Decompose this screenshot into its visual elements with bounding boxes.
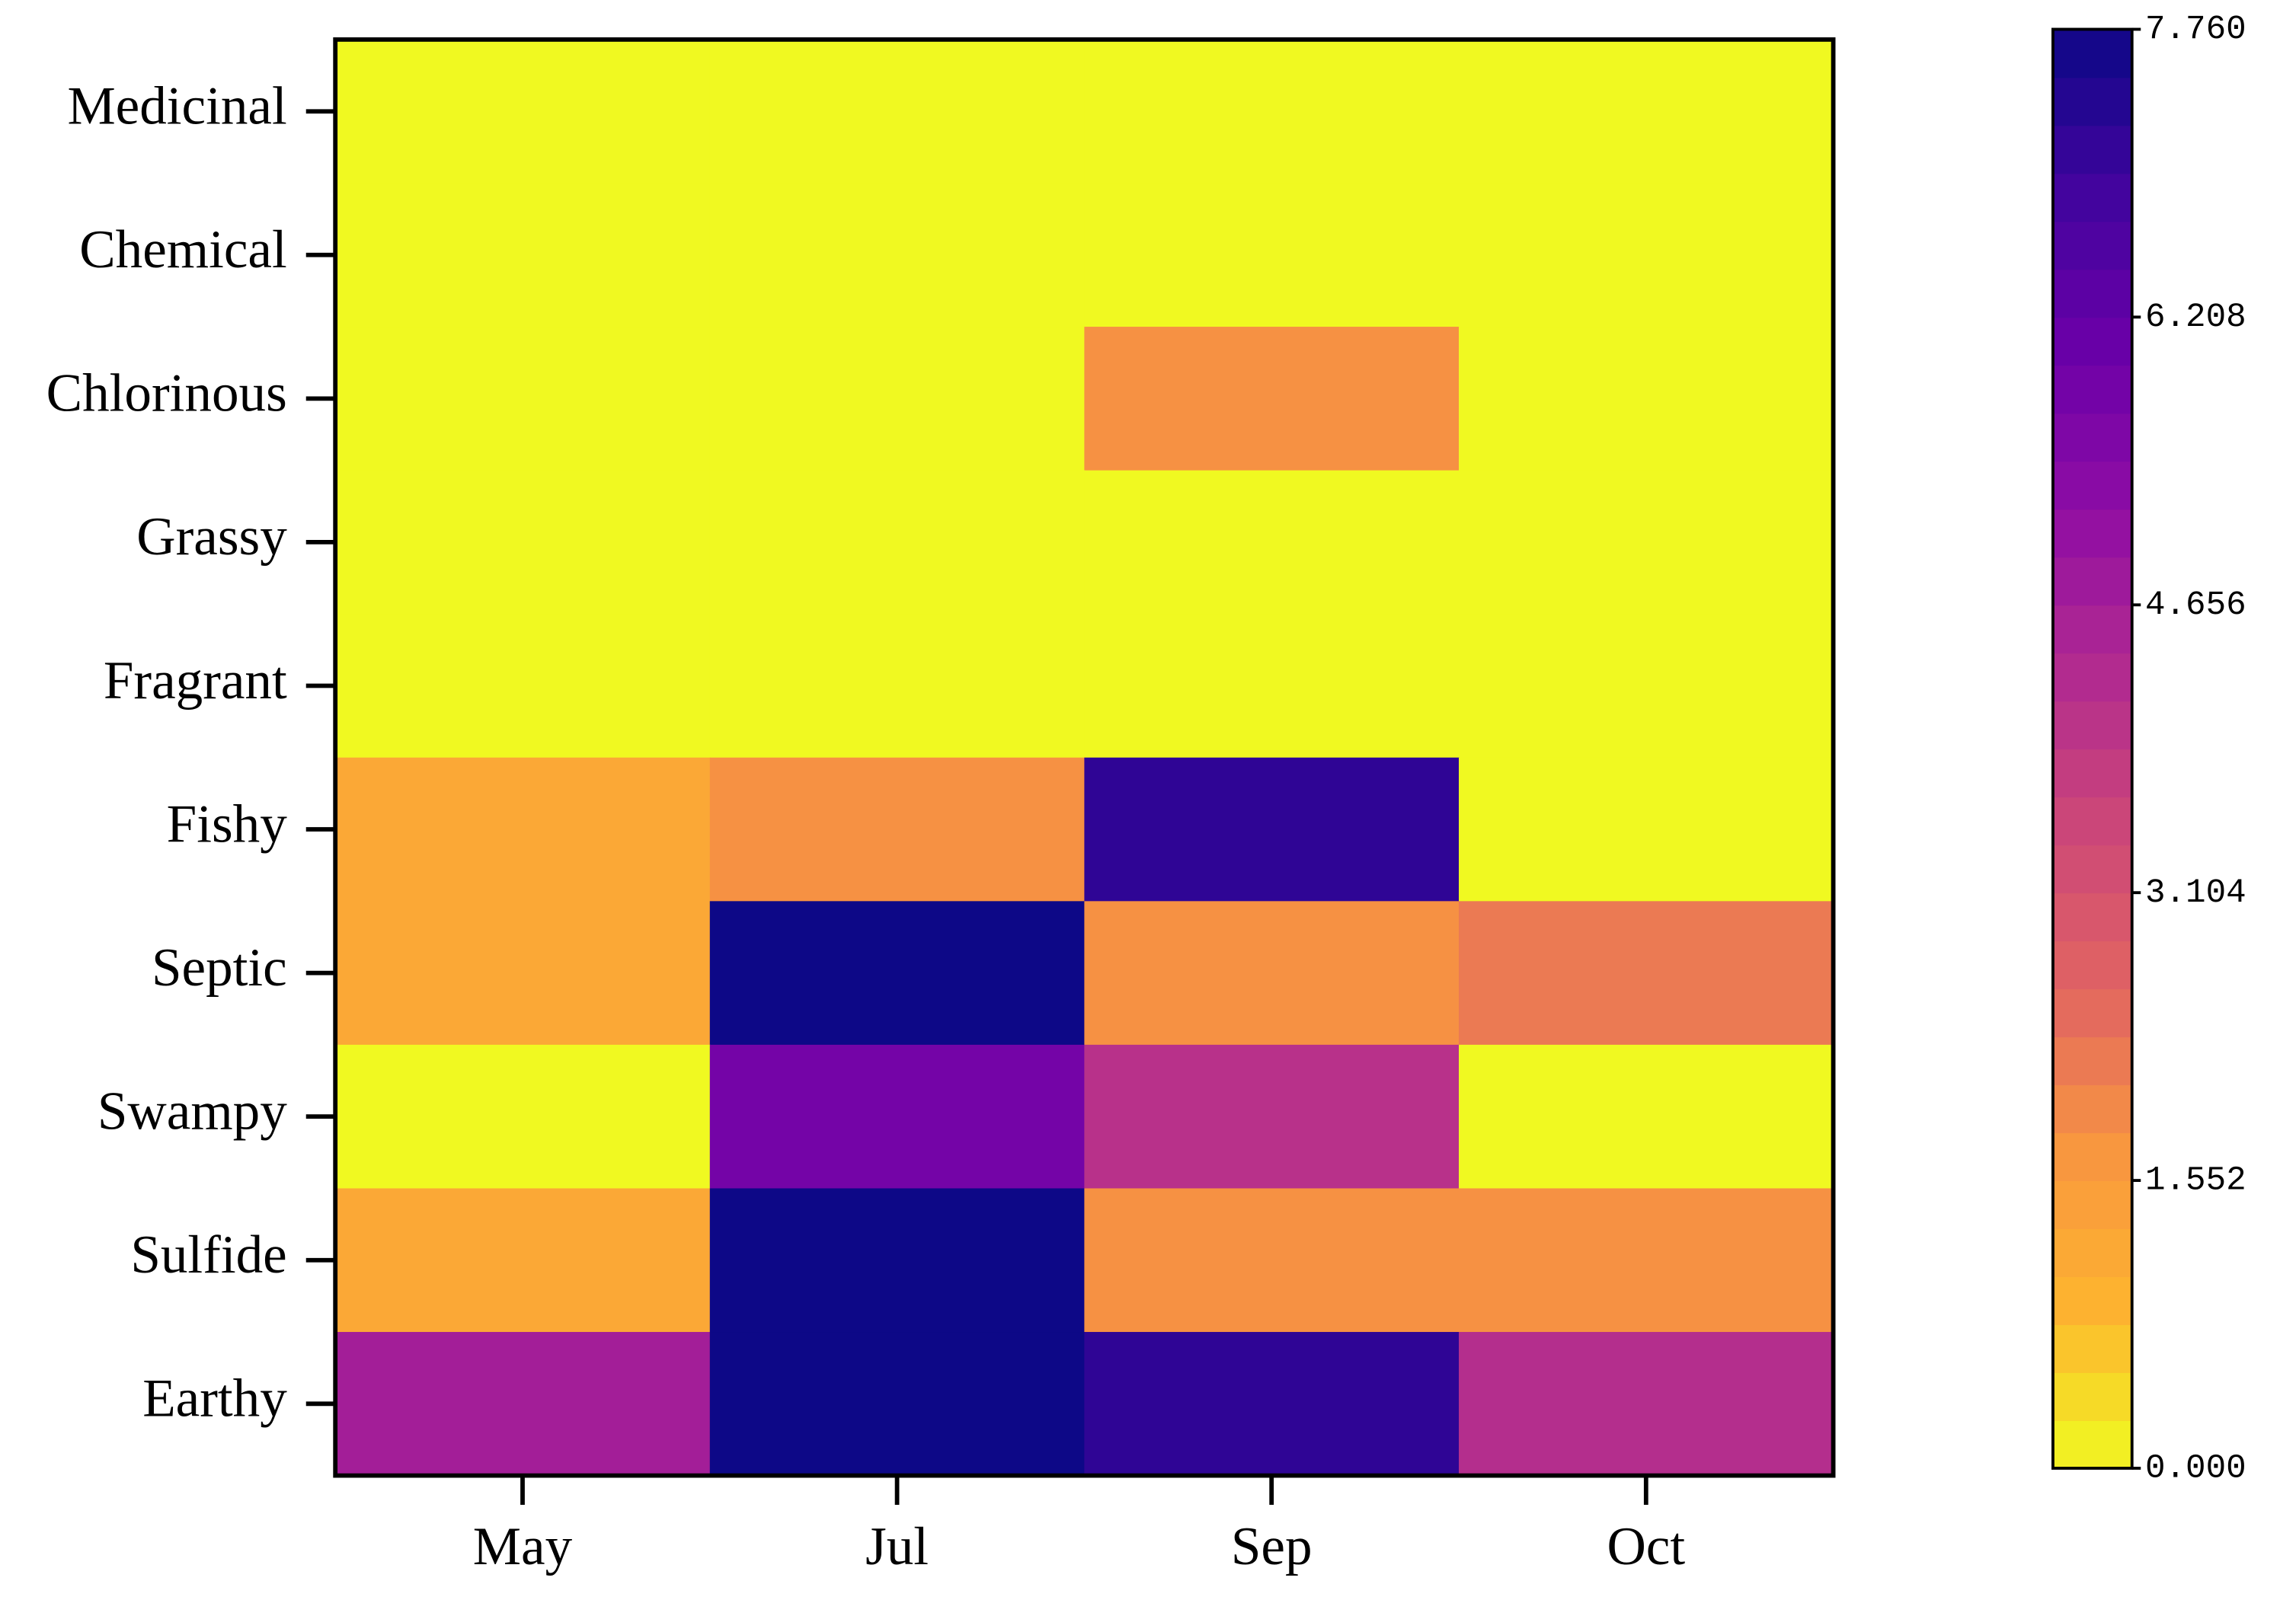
heat-cell <box>1458 1332 1834 1477</box>
colorbar-band <box>2052 1132 2132 1182</box>
colorbar-tick-label: 6.208 <box>2145 299 2246 337</box>
colorbar-band <box>2052 605 2132 654</box>
heat-cell <box>1458 757 1834 902</box>
y-tick-label: Sulfide <box>130 1225 286 1285</box>
heat-cell <box>1084 757 1460 902</box>
y-tick-label: Chemical <box>79 220 287 279</box>
x-tick-label: May <box>473 1517 573 1576</box>
colorbar-band <box>2052 797 2132 846</box>
heat-cell <box>1458 1188 1834 1333</box>
x-tick-label: Sep <box>1231 1517 1313 1576</box>
y-tick-label: Septic <box>152 938 287 998</box>
colorbar-band <box>2052 701 2132 750</box>
colorbar-tick-label: 1.552 <box>2145 1162 2246 1200</box>
colorbar-band <box>2052 29 2132 78</box>
heat-cell <box>1458 1044 1834 1190</box>
colorbar-band <box>2052 77 2132 126</box>
heat-cell <box>709 1332 1086 1477</box>
heat-cell <box>1084 1332 1460 1477</box>
heat-cell <box>1084 1188 1460 1333</box>
y-tick-label: Grassy <box>136 507 287 567</box>
heat-cell <box>335 1044 711 1190</box>
heat-cell <box>1458 901 1834 1046</box>
heat-cell <box>335 757 711 902</box>
colorbar-band <box>2052 557 2132 606</box>
heat-cell <box>1084 39 1460 184</box>
heat-cell <box>335 183 711 328</box>
cells <box>335 39 1834 1477</box>
colorbar-frame <box>2051 27 2134 1470</box>
heat-cell <box>335 39 711 184</box>
y-tick-label: Medicinal <box>67 77 286 136</box>
colorbar-tick-label: 3.104 <box>2145 874 2246 912</box>
heat-cell <box>1084 327 1460 471</box>
colorbar-band <box>2052 365 2132 414</box>
heat-cell <box>709 901 1086 1046</box>
colorbar-band <box>2052 988 2132 1038</box>
heat-cell <box>709 183 1086 328</box>
colorbar-band <box>2052 413 2132 462</box>
heat-cell <box>335 327 711 471</box>
colorbar-band <box>2052 125 2132 174</box>
heat-cell <box>709 39 1086 184</box>
colorbar-band <box>2052 1228 2132 1278</box>
colorbar-tick-label: 7.760 <box>2145 11 2246 49</box>
heat-cell <box>335 1332 711 1477</box>
colorbar-band <box>2052 1420 2132 1469</box>
heat-cell <box>709 614 1086 758</box>
y-tick-label: Chlorinous <box>46 364 287 423</box>
heat-cell <box>1084 183 1460 328</box>
y-tick-label: Fishy <box>167 794 288 854</box>
colorbar-band <box>2052 1084 2132 1134</box>
heat-cell <box>335 1188 711 1333</box>
colorbar-band <box>2052 893 2132 942</box>
heat-cell <box>1458 470 1834 615</box>
x-tick-label: Oct <box>1607 1517 1685 1576</box>
colorbar-tick-label: 0.000 <box>2145 1450 2246 1488</box>
heat-cell <box>709 470 1086 615</box>
heat-cell <box>1458 327 1834 471</box>
heat-cell <box>709 757 1086 902</box>
colorbar-band <box>2052 1372 2132 1421</box>
plot-frame <box>333 37 1836 1478</box>
colorbar-band <box>2052 509 2132 558</box>
colorbar-band <box>2052 1180 2132 1230</box>
heat-cell <box>1084 614 1460 758</box>
y-tick-label: Earthy <box>142 1369 287 1429</box>
heat-cell <box>1458 183 1834 328</box>
colorbar-band <box>2052 269 2132 318</box>
heat-cell <box>335 470 711 615</box>
heat-cell <box>335 901 711 1046</box>
colorbar-band <box>2052 845 2132 894</box>
heat-cell <box>709 1188 1086 1333</box>
colorbar-band <box>2052 941 2132 990</box>
heat-cell <box>335 614 711 758</box>
colorbar-band <box>2052 221 2132 270</box>
heat-cell <box>1084 901 1460 1046</box>
heat-cell <box>1458 614 1834 758</box>
colorbar-band <box>2052 173 2132 222</box>
heat-cell <box>1084 1044 1460 1190</box>
heat-cell <box>709 1044 1086 1190</box>
colorbar-band <box>2052 1276 2132 1325</box>
colorbar-band <box>2052 1036 2132 1086</box>
x-tick-label: Jul <box>865 1517 929 1576</box>
heat-cell <box>1458 39 1834 184</box>
y-tick-label: Fragrant <box>104 651 287 711</box>
colorbar-band <box>2052 317 2132 366</box>
heat-cell <box>709 327 1086 471</box>
heat-cell <box>1084 470 1460 615</box>
colorbar-band <box>2052 1324 2132 1373</box>
colorbar-band <box>2052 749 2132 798</box>
colorbar-band <box>2052 653 2132 702</box>
y-tick-label: Swampy <box>98 1082 287 1142</box>
colorbar-band <box>2052 461 2132 510</box>
colorbar-tick-label: 4.656 <box>2145 586 2246 624</box>
